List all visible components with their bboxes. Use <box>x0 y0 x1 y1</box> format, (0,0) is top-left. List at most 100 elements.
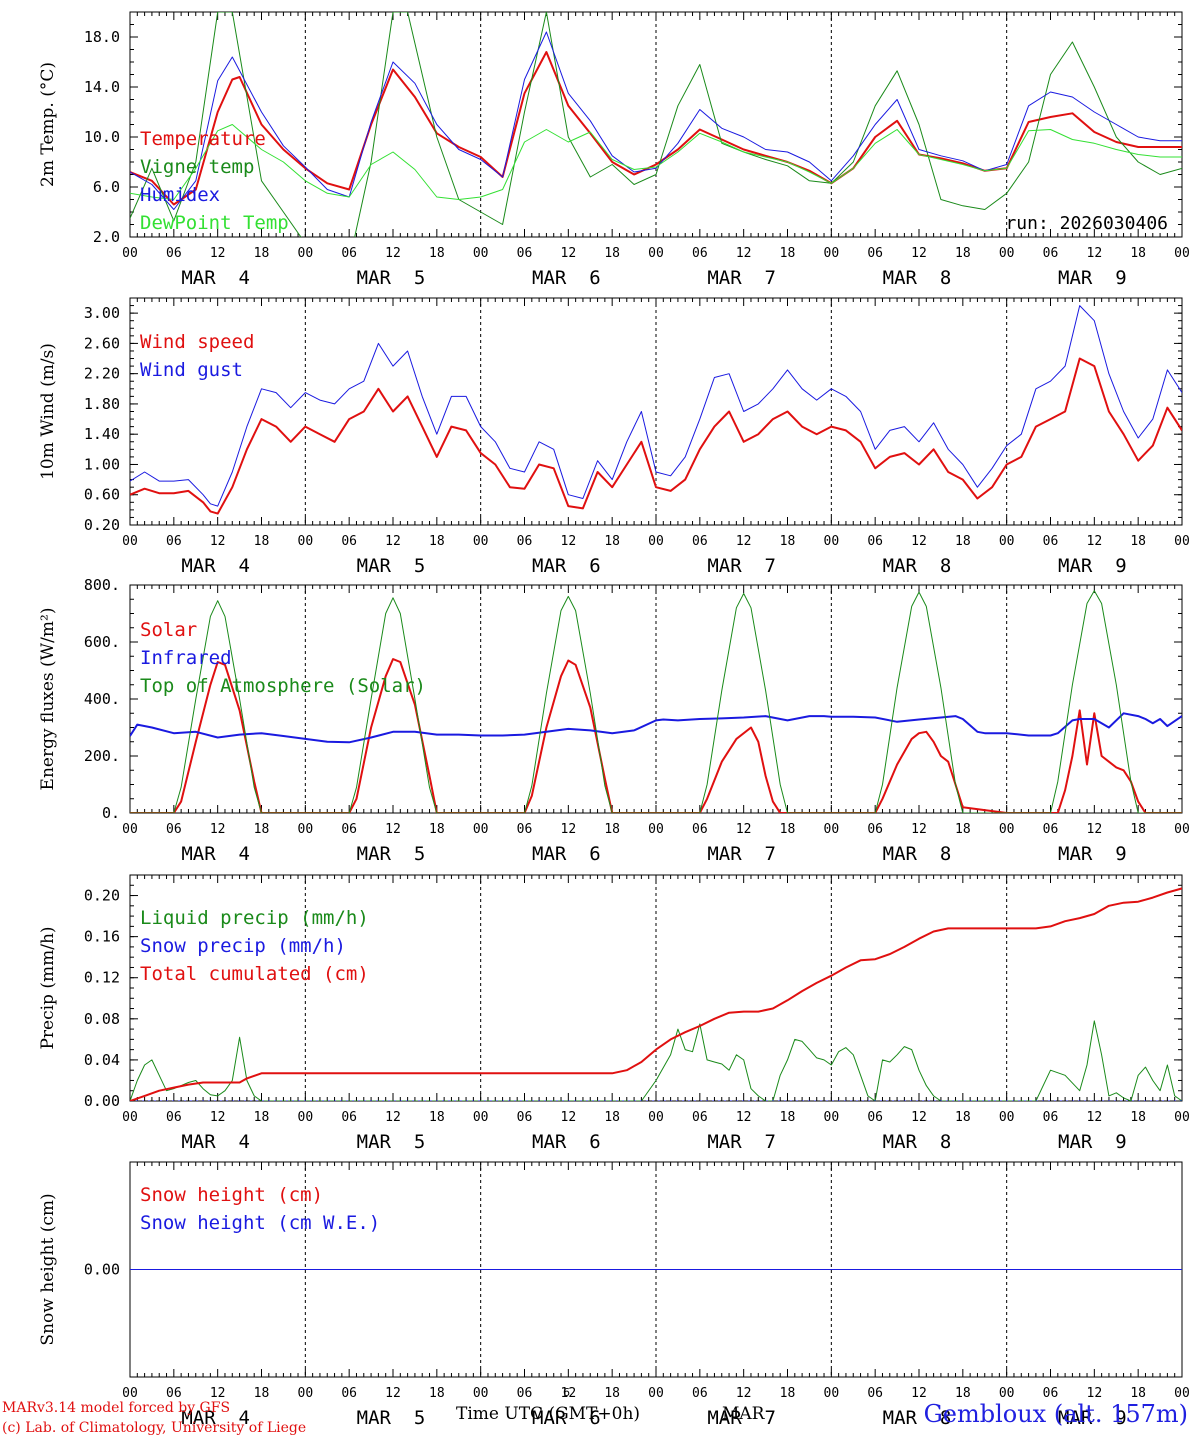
x-hour-label: 18 <box>254 822 270 837</box>
x-hour-label: 18 <box>254 1386 270 1401</box>
x-day-label: MAR 5 <box>357 843 426 865</box>
x-hour-label: 06 <box>166 246 182 261</box>
x-hour-label: 18 <box>1130 1110 1146 1125</box>
y-tick-label: 200. <box>84 747 120 765</box>
time-axis-label: Time UTC (GMT+0h) <box>456 1404 641 1424</box>
x-hour-label: 18 <box>780 534 796 549</box>
x-hour-label: 18 <box>955 1386 971 1401</box>
x-hour-label: 00 <box>1174 1386 1190 1401</box>
x-day-label: MAR 9 <box>1058 267 1127 289</box>
x-day-label: MAR 7 <box>707 555 776 577</box>
x-hour-label: 18 <box>429 822 445 837</box>
x-hour-label: 12 <box>911 246 927 261</box>
x-hour-label: 00 <box>648 1386 664 1401</box>
x-hour-label: 00 <box>1174 1110 1190 1125</box>
x-day-label: MAR 4 <box>181 843 250 865</box>
x-hour-label: 12 <box>385 1386 401 1401</box>
x-hour-label: 00 <box>648 822 664 837</box>
x-hour-label: 06 <box>1043 1386 1059 1401</box>
x-hour-label: 12 <box>911 822 927 837</box>
y-tick-label: 2.60 <box>84 334 120 352</box>
x-day-label: MAR 4 <box>181 267 250 289</box>
x-day-label: MAR 8 <box>883 267 952 289</box>
x-hour-label: 00 <box>298 534 314 549</box>
y-tick-label: 1.80 <box>84 395 120 413</box>
series-line <box>130 124 1182 200</box>
x-hour-label: 00 <box>824 822 840 837</box>
x-hour-label: 12 <box>911 534 927 549</box>
x-hour-label: 12 <box>385 534 401 549</box>
x-hour-label: 06 <box>341 534 357 549</box>
x-hour-label: 12 <box>1087 1386 1103 1401</box>
x-hour-label: 12 <box>561 1386 577 1401</box>
legend-entry: Humidex <box>140 184 220 206</box>
x-hour-label: 06 <box>1043 1110 1059 1125</box>
x-hour-label: 12 <box>1087 534 1103 549</box>
x-hour-label: 06 <box>166 1110 182 1125</box>
x-hour-label: 18 <box>1130 1386 1146 1401</box>
y-tick-label: 0.08 <box>84 1010 120 1028</box>
x-hour-label: 00 <box>648 534 664 549</box>
x-day-label: MAR 6 <box>532 555 601 577</box>
y-tick-label: 400. <box>84 690 120 708</box>
y-tick-label: 0.16 <box>84 928 120 946</box>
x-hour-label: 00 <box>473 246 489 261</box>
y-tick-label: 0.60 <box>84 486 120 504</box>
y-tick-label: 10.0 <box>84 128 120 146</box>
legend-entry: Wind gust <box>140 359 243 381</box>
x-hour-label: 00 <box>648 1110 664 1125</box>
x-hour-label: 00 <box>999 822 1015 837</box>
x-hour-label: 06 <box>867 1386 883 1401</box>
x-hour-label: 06 <box>692 1110 708 1125</box>
x-hour-label: 12 <box>561 246 577 261</box>
series-line <box>130 357 1182 515</box>
x-day-label: MAR 4 <box>181 555 250 577</box>
x-day-label: MAR 7 <box>707 843 776 865</box>
x-day-label: MAR 9 <box>1058 555 1127 577</box>
legend-entry: Solar <box>140 619 197 641</box>
x-hour-label: 18 <box>254 1110 270 1125</box>
x-hour-label: 12 <box>911 1386 927 1401</box>
x-hour-label: 06 <box>867 534 883 549</box>
x-hour-label: 18 <box>604 1386 620 1401</box>
x-hour-label: 18 <box>780 246 796 261</box>
x-hour-label: 12 <box>385 1110 401 1125</box>
x-hour-label: 18 <box>955 1110 971 1125</box>
x-hour-label: 18 <box>429 1386 445 1401</box>
y-axis-label: Snow height (cm) <box>38 1193 58 1345</box>
x-hour-label: 18 <box>780 1386 796 1401</box>
x-hour-label: 00 <box>122 1386 138 1401</box>
x-hour-label: 06 <box>166 534 182 549</box>
x-day-label: MAR 7 <box>707 1131 776 1153</box>
x-hour-label: 12 <box>561 1110 577 1125</box>
y-tick-label: 3.00 <box>84 304 120 322</box>
x-day-label: MAR 5 <box>357 1407 426 1429</box>
x-hour-label: 12 <box>1087 246 1103 261</box>
y-tick-label: 6.0 <box>93 178 120 196</box>
x-day-label: MAR 6 <box>532 1131 601 1153</box>
x-hour-label: 18 <box>1130 246 1146 261</box>
x-hour-label: 18 <box>780 822 796 837</box>
y-tick-label: 0.12 <box>84 969 120 987</box>
x-day-label: MAR 6 <box>532 267 601 289</box>
x-day-label: MAR 5 <box>357 555 426 577</box>
x-day-label: MAR 8 <box>883 1131 952 1153</box>
series-line <box>130 12 1182 237</box>
legend-entry: Wind speed <box>140 331 254 353</box>
x-day-label: MAR 8 <box>883 555 952 577</box>
x-hour-label: 12 <box>210 822 226 837</box>
run-annotation: run: 2026030406 <box>1005 213 1168 234</box>
y-axis-label: Precip (mm/h) <box>38 926 58 1049</box>
x-day-label: MAR 4 <box>181 1407 250 1429</box>
x-hour-label: 00 <box>122 1110 138 1125</box>
x-day-label: MAR 8 <box>883 1407 952 1429</box>
x-hour-label: 06 <box>867 822 883 837</box>
x-hour-label: 00 <box>1174 246 1190 261</box>
x-hour-label: 00 <box>999 1386 1015 1401</box>
x-hour-label: 06 <box>341 246 357 261</box>
x-hour-label: 18 <box>429 534 445 549</box>
x-hour-label: 18 <box>780 1110 796 1125</box>
y-axis-label: 2m Temp. (°C) <box>38 62 58 187</box>
x-hour-label: 12 <box>911 1110 927 1125</box>
